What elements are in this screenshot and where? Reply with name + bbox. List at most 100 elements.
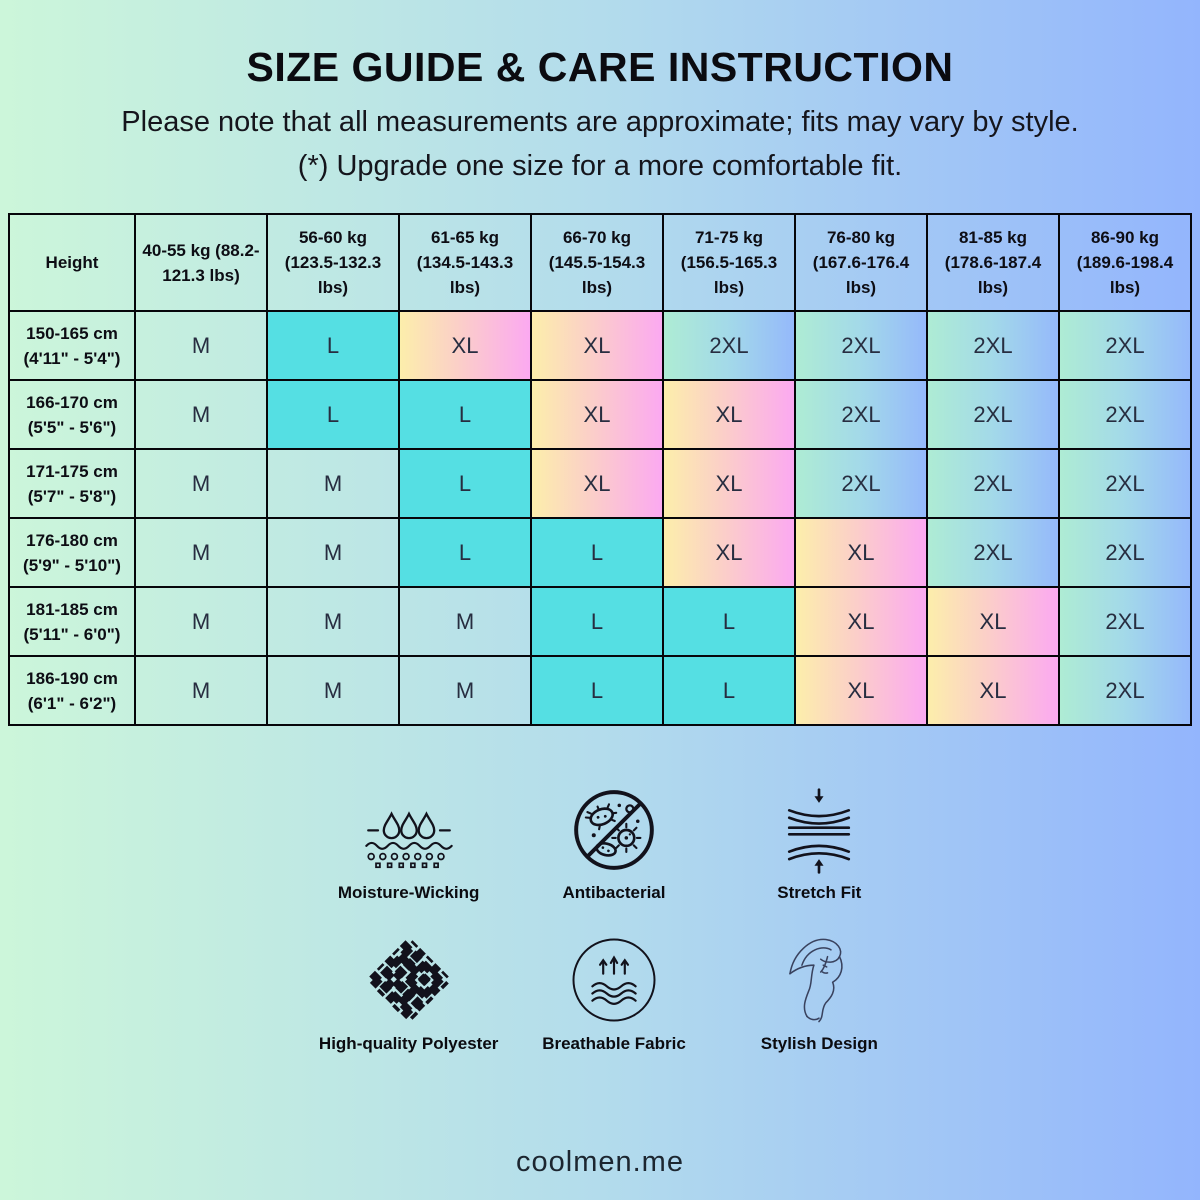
care-features: Moisture-Wicking bbox=[306, 786, 922, 1054]
table-body: 150-165 cm (4'11" - 5'4") M L XL XL 2XL 2XL 2XL 2… bbox=[8, 310, 1192, 726]
size-cell: L bbox=[530, 586, 664, 657]
table-header-row: Height 40-55 kg (88.2-121.3 lbs) 56-60 kg … bbox=[8, 213, 1192, 312]
size-cell: 2XL bbox=[662, 310, 796, 381]
size-cell: XL bbox=[926, 586, 1060, 657]
weight-column-header: 40-55 kg (88.2-121.3 lbs) bbox=[134, 213, 268, 312]
size-cell: L bbox=[266, 379, 400, 450]
height-cell: 166-170 cm (5'5" - 5'6") bbox=[8, 379, 136, 450]
height-range-cm: 166-170 cm bbox=[26, 392, 118, 412]
size-cell: XL bbox=[926, 655, 1060, 726]
stylish-design-icon bbox=[789, 938, 843, 1023]
feature-item: High-quality Polyester bbox=[319, 937, 498, 1054]
height-range-ft: (5'5" - 5'6") bbox=[27, 417, 117, 437]
height-range-ft: (5'11" - 6'0") bbox=[23, 624, 121, 644]
size-cell: 2XL bbox=[1058, 517, 1192, 588]
size-cell: XL bbox=[794, 655, 928, 726]
weight-column-header: 76-80 kg (167.6-176.4 lbs) bbox=[794, 213, 928, 312]
size-cell: XL bbox=[398, 310, 532, 381]
brand-footer: coolmen.me bbox=[516, 1146, 684, 1178]
size-cell: 2XL bbox=[926, 448, 1060, 519]
size-table: Height 40-55 kg (88.2-121.3 lbs) 56-60 kg … bbox=[8, 213, 1192, 726]
size-cell: M bbox=[134, 448, 268, 519]
size-cell: 2XL bbox=[1058, 586, 1192, 657]
height-range-cm: 171-175 cm bbox=[26, 461, 118, 481]
height-column-header: Height bbox=[8, 213, 136, 312]
size-cell: 2XL bbox=[926, 310, 1060, 381]
height-range-cm: 181-185 cm bbox=[26, 599, 118, 619]
height-cell: 150-165 cm (4'11" - 5'4") bbox=[8, 310, 136, 381]
size-cell: 2XL bbox=[1058, 448, 1192, 519]
feature-label: High-quality Polyester bbox=[318, 1034, 499, 1053]
size-cell: L bbox=[530, 655, 664, 726]
weight-column-header: 86-90 kg (189.6-198.4 lbs) bbox=[1058, 213, 1192, 312]
weight-column-header: 66-70 kg (145.5-154.3 lbs) bbox=[530, 213, 664, 312]
size-cell: M bbox=[398, 655, 532, 726]
size-cell: 2XL bbox=[794, 448, 928, 519]
feature-item: Moisture-Wicking bbox=[337, 786, 480, 903]
feature-item: Breathable Fabric bbox=[542, 937, 686, 1054]
size-cell: M bbox=[266, 655, 400, 726]
size-cell: L bbox=[398, 379, 532, 450]
subtitle-line-2: (*) Upgrade one size for a more comforta… bbox=[297, 150, 903, 182]
size-cell: XL bbox=[794, 517, 928, 588]
moisture-wicking-icon bbox=[364, 811, 453, 869]
feature-item: Antibacterial bbox=[562, 786, 666, 903]
size-cell: 2XL bbox=[1058, 310, 1192, 381]
size-cell: 2XL bbox=[794, 310, 928, 381]
weight-column-header: 81-85 kg (178.6-187.4 lbs) bbox=[926, 213, 1060, 312]
stretch-fit-icon bbox=[788, 788, 851, 874]
size-cell: L bbox=[398, 517, 532, 588]
feature-icon-box bbox=[570, 786, 658, 874]
size-cell: XL bbox=[530, 310, 664, 381]
subtitle-line-1: Please note that all measurements are ap… bbox=[121, 106, 1079, 138]
feature-label: Stretch Fit bbox=[777, 883, 862, 902]
height-range-cm: 186-190 cm bbox=[26, 668, 118, 688]
size-cell: M bbox=[134, 517, 268, 588]
height-range-ft: (5'7" - 5'8") bbox=[27, 486, 117, 506]
size-cell: XL bbox=[530, 379, 664, 450]
feature-icon-box bbox=[569, 937, 659, 1025]
table-row: 176-180 cm (5'9" - 5'10") M M L L XL XL 2XL 2XL bbox=[8, 517, 1192, 588]
high-quality-polyester-icon bbox=[368, 940, 449, 1020]
height-cell: 176-180 cm (5'9" - 5'10") bbox=[8, 517, 136, 588]
size-cell: M bbox=[134, 586, 268, 657]
height-range-ft: (6'1" - 6'2") bbox=[27, 693, 117, 713]
table-row: 166-170 cm (5'5" - 5'6") M L L XL XL 2XL 2XL 2XL bbox=[8, 379, 1192, 450]
size-cell: L bbox=[662, 655, 796, 726]
size-cell: M bbox=[266, 448, 400, 519]
size-cell: M bbox=[134, 310, 268, 381]
size-cell: L bbox=[266, 310, 400, 381]
weight-column-header: 56-60 kg (123.5-132.3 lbs) bbox=[266, 213, 400, 312]
size-cell: 2XL bbox=[1058, 655, 1192, 726]
size-cell: XL bbox=[530, 448, 664, 519]
size-cell: M bbox=[398, 586, 532, 657]
height-range-ft: (4'11" - 5'4") bbox=[23, 348, 121, 368]
feature-item: Stylish Design bbox=[761, 937, 878, 1054]
feature-icon-box bbox=[364, 937, 454, 1025]
height-range-ft: (5'9" - 5'10") bbox=[23, 555, 121, 575]
weight-column-header: 71-75 kg (156.5-165.3 lbs) bbox=[662, 213, 796, 312]
feature-label: Stylish Design bbox=[760, 1034, 878, 1053]
table-row: 150-165 cm (4'11" - 5'4") M L XL XL 2XL 2XL 2XL 2… bbox=[8, 310, 1192, 381]
size-cell: XL bbox=[662, 379, 796, 450]
size-cell: XL bbox=[662, 517, 796, 588]
size-cell: L bbox=[662, 586, 796, 657]
table-row: 181-185 cm (5'11" - 6'0") M M M L L XL XL 2XL bbox=[8, 586, 1192, 657]
size-cell: 2XL bbox=[926, 379, 1060, 450]
size-cell: L bbox=[398, 448, 532, 519]
feature-label: Antibacterial bbox=[562, 883, 666, 902]
size-cell: M bbox=[266, 517, 400, 588]
height-range-cm: 150-165 cm bbox=[26, 323, 118, 343]
height-range-cm: 176-180 cm bbox=[26, 530, 118, 550]
height-cell: 171-175 cm (5'7" - 5'8") bbox=[8, 448, 136, 519]
size-cell: M bbox=[266, 586, 400, 657]
breathable-fabric-icon bbox=[572, 938, 656, 1022]
feature-icon-box bbox=[355, 786, 463, 874]
height-cell: 186-190 cm (6'1" - 6'2") bbox=[8, 655, 136, 726]
feature-label: Moisture-Wicking bbox=[337, 883, 480, 902]
feature-icon-box bbox=[776, 937, 862, 1025]
antibacterial-icon bbox=[574, 790, 654, 870]
page-title: SIZE GUIDE & CARE INSTRUCTION bbox=[246, 44, 954, 90]
table-row: 186-190 cm (6'1" - 6'2") M M M L L XL XL 2XL bbox=[8, 655, 1192, 726]
